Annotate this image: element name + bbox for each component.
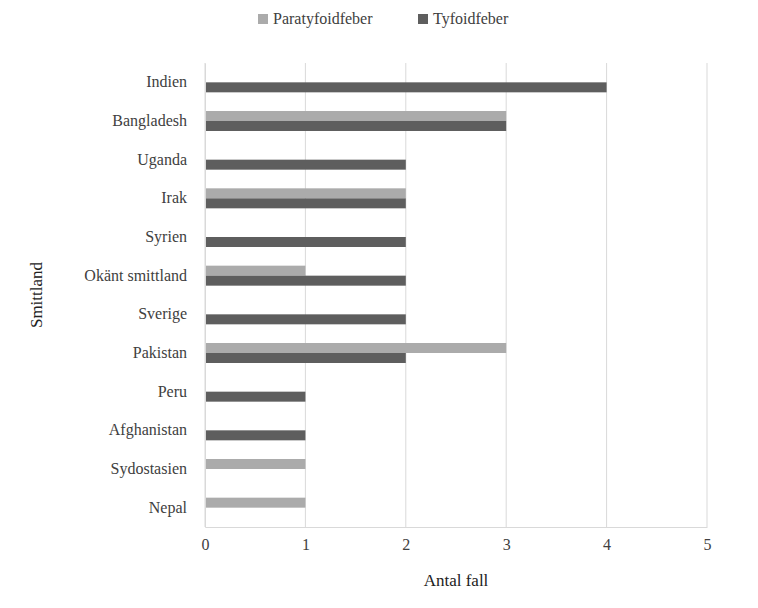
series xyxy=(205,111,506,508)
grid-line xyxy=(405,63,406,527)
tick-label: Syrien xyxy=(145,228,187,246)
legend-item: Tyfoidfeber xyxy=(418,10,509,28)
tick: Indien xyxy=(146,73,205,90)
tick: Sydostasien xyxy=(111,460,205,478)
bar xyxy=(205,459,305,469)
legend-item: Paratyfoidfeber xyxy=(258,10,373,28)
tick-label: Nepal xyxy=(149,499,188,517)
grid-line xyxy=(506,63,507,527)
tick-label: Okänt smittland xyxy=(84,267,187,284)
axis-line xyxy=(206,527,708,528)
tick-label: 0 xyxy=(202,536,210,553)
series xyxy=(205,82,607,440)
tick-label: Pakistan xyxy=(133,344,187,361)
bar xyxy=(205,314,406,324)
plot: 0 1 2 3 4 5 Indien Bangladesh Uganda Irak Syrien Ok… xyxy=(84,63,711,553)
bar xyxy=(205,430,305,440)
x-axis: 0 1 2 3 4 5 xyxy=(202,527,712,553)
bar xyxy=(205,160,406,170)
tick: 5 xyxy=(704,527,712,553)
bar xyxy=(205,188,406,198)
axis-line xyxy=(205,64,206,528)
tick: Nepal xyxy=(149,499,205,517)
tick: Sverige xyxy=(138,305,205,323)
tick: 3 xyxy=(503,527,511,553)
tick-label: Sydostasien xyxy=(111,460,187,478)
tick-label: Irak xyxy=(161,189,187,206)
tick: Uganda xyxy=(137,151,205,169)
grid-line xyxy=(606,63,607,527)
legend-label: Paratyfoidfeber xyxy=(273,10,373,28)
tick-label: 4 xyxy=(603,536,611,553)
axis-title: Antal fall xyxy=(424,571,489,590)
bar xyxy=(205,392,305,402)
bar xyxy=(205,276,406,286)
tick: Irak xyxy=(161,189,205,206)
tick: Syrien xyxy=(145,228,205,246)
tick: 2 xyxy=(402,527,410,553)
tick: Afghanistan xyxy=(109,421,205,439)
tick: 1 xyxy=(302,527,310,553)
chart: 0 1 2 3 4 5 Indien Bangladesh Uganda Irak Syrien Ok… xyxy=(0,0,758,608)
bar xyxy=(205,121,506,131)
bar xyxy=(205,498,305,508)
grid-line xyxy=(205,63,206,527)
tick-label: Peru xyxy=(158,383,187,400)
grid-line xyxy=(305,63,306,527)
legend: Paratyfoidfeber Tyfoidfeber xyxy=(258,10,509,28)
bar xyxy=(205,266,305,276)
tick-label: 2 xyxy=(402,536,410,553)
grid xyxy=(205,63,707,527)
grid-line xyxy=(707,63,708,527)
tick: Bangladesh xyxy=(112,112,205,130)
axis-title: Smittland xyxy=(27,261,46,328)
tick-label: Bangladesh xyxy=(112,112,187,130)
tick-label: 1 xyxy=(302,536,310,553)
bar xyxy=(205,353,406,363)
tick: 4 xyxy=(603,527,611,553)
bar xyxy=(205,237,406,247)
legend-swatch xyxy=(418,14,428,24)
bar xyxy=(205,343,506,353)
tick-label: Indien xyxy=(146,73,187,90)
tick: Peru xyxy=(158,383,205,400)
tick: 0 xyxy=(202,527,210,553)
legend-swatch xyxy=(258,14,268,24)
bar xyxy=(205,198,406,208)
tick-label: 5 xyxy=(704,536,712,553)
tick-label: Sverige xyxy=(138,305,187,323)
tick-label: Uganda xyxy=(137,151,187,169)
tick: Pakistan xyxy=(133,344,205,361)
legend-label: Tyfoidfeber xyxy=(433,10,509,28)
y-axis: Indien Bangladesh Uganda Irak Syrien Okänt sm… xyxy=(84,64,205,528)
tick-label: Afghanistan xyxy=(109,421,187,439)
tick-label: 3 xyxy=(503,536,511,553)
bar xyxy=(205,111,506,121)
bars xyxy=(205,82,607,507)
bar xyxy=(205,82,607,92)
tick: Okänt smittland xyxy=(84,267,205,284)
